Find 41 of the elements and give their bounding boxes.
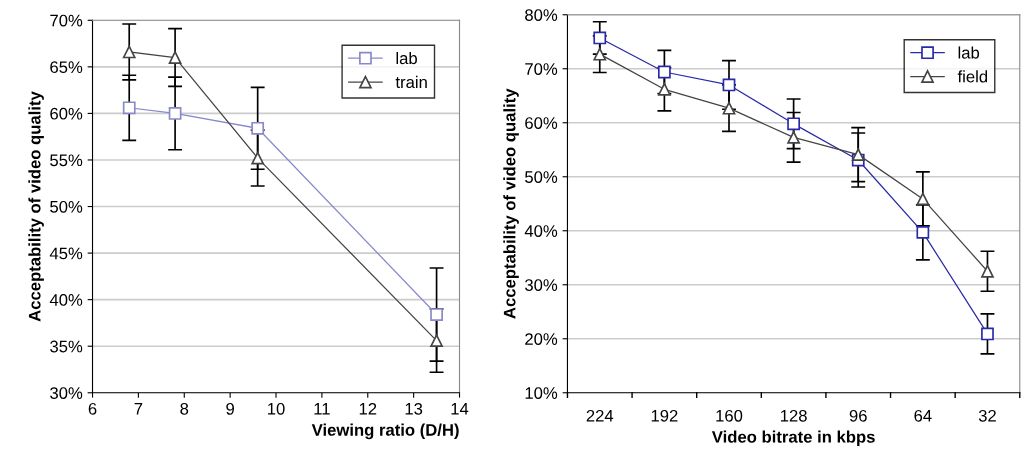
y-tick-label: 40% xyxy=(49,294,83,306)
legend-label: lab xyxy=(396,51,417,65)
y-tick-label: 55% xyxy=(50,154,83,167)
y-tick-label: 50% xyxy=(50,200,83,213)
y-tick-label: 20% xyxy=(525,333,558,345)
y-tick-label: 70% xyxy=(525,63,558,75)
y-tick-label: 80% xyxy=(525,9,558,21)
y-tick-label: 30% xyxy=(525,279,558,291)
x-tick-label: 192 xyxy=(651,409,678,422)
legend-label: field xyxy=(957,70,988,83)
y-tick-label: 35% xyxy=(50,340,83,353)
y-tick-label: 65% xyxy=(50,61,83,74)
x-tick-label: 9 xyxy=(226,402,234,415)
y-tick-label: 45% xyxy=(49,247,83,260)
x-tick-label: 224 xyxy=(586,409,614,422)
x-tick-label: 8 xyxy=(180,402,189,415)
x-tick-label: 160 xyxy=(716,409,743,422)
legend-label: train xyxy=(395,75,427,89)
x-tick-label: 13 xyxy=(405,402,423,415)
legend-label: lab xyxy=(958,46,980,59)
x-tick-label: 10 xyxy=(268,402,285,415)
x-tick-label: 128 xyxy=(780,409,807,422)
x-tick-label: 12 xyxy=(359,402,377,415)
x-tick-label: 64 xyxy=(914,409,932,422)
y-tick-label: 30% xyxy=(50,387,83,399)
y-tick-label: 40% xyxy=(524,225,558,237)
x-tick-label: 14 xyxy=(451,403,469,415)
y-tick-label: 70% xyxy=(50,14,83,27)
x-axis-title: Video bitrate in kbps xyxy=(711,430,875,447)
x-tick-label: 96 xyxy=(849,409,867,422)
y-tick-label: 10% xyxy=(525,387,558,399)
y-tick-label: 60% xyxy=(525,117,558,129)
x-tick-label: 7 xyxy=(134,403,143,415)
y-tick-label: 60% xyxy=(50,107,83,120)
x-tick-label: 11 xyxy=(314,403,330,415)
y-axis-title: Acceptability of video quality xyxy=(28,91,44,322)
x-tick-label: 32 xyxy=(978,409,996,422)
y-axis-title: Acceptability of video quality xyxy=(503,88,519,319)
x-tick-label: 6 xyxy=(88,402,97,415)
y-tick-label: 50% xyxy=(525,171,558,183)
x-axis-title: Viewing ratio (D/H) xyxy=(311,423,459,440)
